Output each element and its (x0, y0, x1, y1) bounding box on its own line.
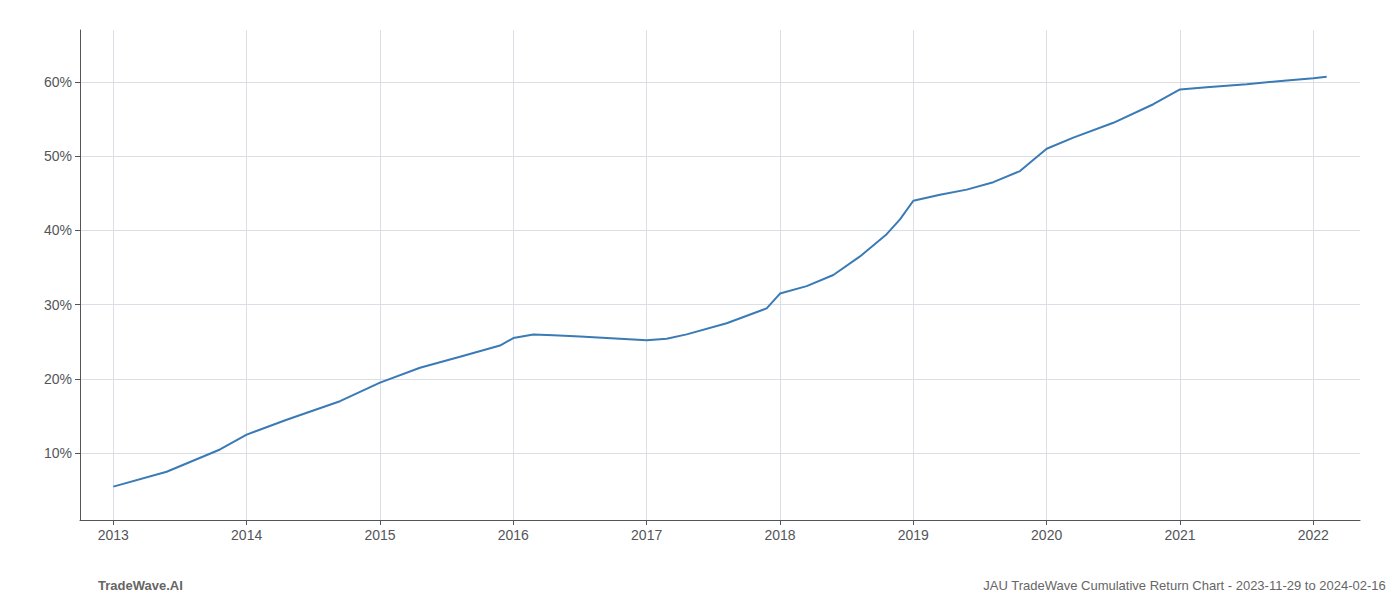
svg-text:40%: 40% (44, 222, 72, 238)
svg-text:2018: 2018 (764, 527, 795, 543)
svg-text:2015: 2015 (364, 527, 395, 543)
svg-text:2017: 2017 (631, 527, 662, 543)
svg-text:2013: 2013 (98, 527, 129, 543)
svg-text:50%: 50% (44, 148, 72, 164)
svg-text:TradeWave.AI: TradeWave.AI (98, 578, 183, 593)
svg-text:2014: 2014 (231, 527, 262, 543)
svg-text:60%: 60% (44, 74, 72, 90)
svg-text:20%: 20% (44, 371, 72, 387)
svg-text:JAU TradeWave Cumulative Retur: JAU TradeWave Cumulative Return Chart - … (983, 578, 1385, 593)
svg-text:2019: 2019 (898, 527, 929, 543)
svg-text:2021: 2021 (1164, 527, 1195, 543)
svg-text:2016: 2016 (498, 527, 529, 543)
svg-text:30%: 30% (44, 297, 72, 313)
svg-text:2022: 2022 (1298, 527, 1329, 543)
svg-text:10%: 10% (44, 445, 72, 461)
svg-text:2020: 2020 (1031, 527, 1062, 543)
